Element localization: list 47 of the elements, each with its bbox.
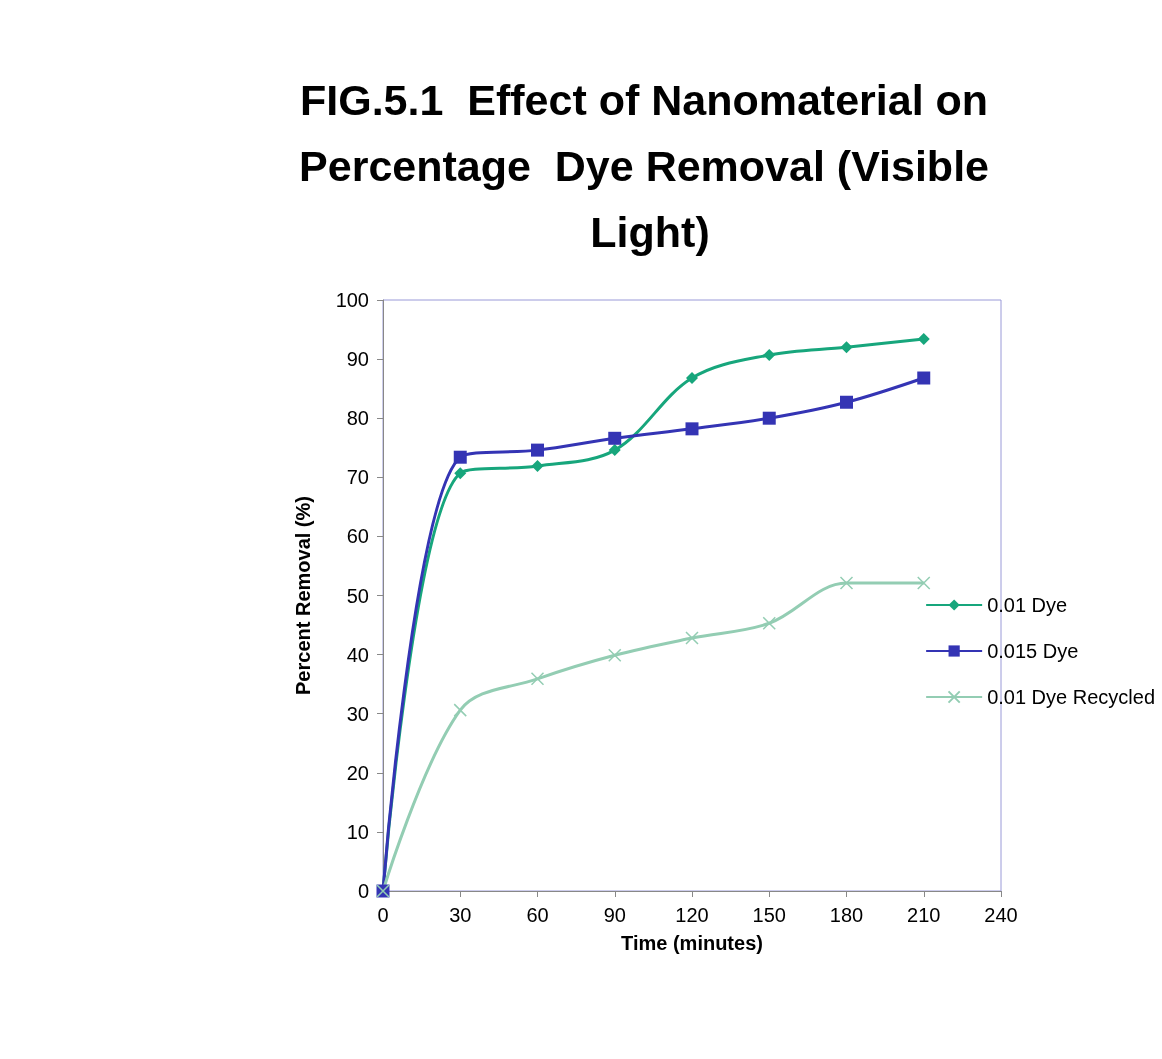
- y-tick-label: 80: [346, 407, 369, 430]
- point: [840, 341, 853, 354]
- x-axis-title: Time (minutes): [621, 932, 763, 954]
- legend-label: 0.015 Dye: [987, 640, 1079, 662]
- point: [531, 443, 544, 457]
- legend-label: 0.01 Dye: [987, 594, 1068, 616]
- x-tick-label: 180: [829, 904, 864, 926]
- point: [686, 372, 698, 385]
- y-tick-label: 70: [346, 466, 369, 489]
- point: [453, 450, 467, 464]
- x-tick-label: 120: [675, 904, 709, 926]
- y-tick-label: 40: [346, 643, 369, 666]
- legend-label: 0.01 Dye Recycled: [987, 686, 1156, 708]
- point: [608, 431, 622, 445]
- point: [608, 648, 622, 662]
- point: [840, 395, 853, 409]
- point: [762, 616, 776, 631]
- y-tick-label: 30: [346, 702, 369, 725]
- point: [608, 444, 621, 457]
- y-tick-label: 20: [346, 761, 369, 784]
- point: [454, 467, 467, 480]
- x-tick-label: 60: [526, 904, 549, 926]
- y-tick-label: 60: [346, 525, 369, 548]
- x-tick-label: 30: [449, 904, 472, 926]
- point: [763, 348, 776, 361]
- point: [917, 371, 931, 385]
- x-tick-label: 0: [377, 904, 389, 926]
- point: [453, 703, 467, 717]
- y-tick-label: 10: [346, 820, 369, 843]
- point: [531, 460, 544, 473]
- y-tick-label: 50: [346, 584, 369, 607]
- x-tick-label: 240: [984, 904, 1018, 926]
- chart-title: FIG.5.1 Effect of Nanomaterial on Percentage Dye Removal (Visible Light): [299, 76, 1001, 256]
- point: [917, 333, 930, 346]
- y-axis-title: Percent Removal (%): [292, 496, 314, 695]
- point: [839, 576, 854, 590]
- x-tick-label: 90: [603, 904, 626, 926]
- x-tick-label: 210: [907, 904, 941, 926]
- point: [530, 672, 545, 686]
- point: [685, 422, 699, 436]
- y-tick-label: 100: [335, 289, 369, 311]
- point: [762, 411, 776, 425]
- y-tick-label: 0: [357, 880, 369, 902]
- point: [685, 631, 699, 645]
- y-tick-label: 90: [346, 348, 369, 371]
- x-tick-label: 150: [752, 904, 786, 926]
- point: [917, 576, 931, 590]
